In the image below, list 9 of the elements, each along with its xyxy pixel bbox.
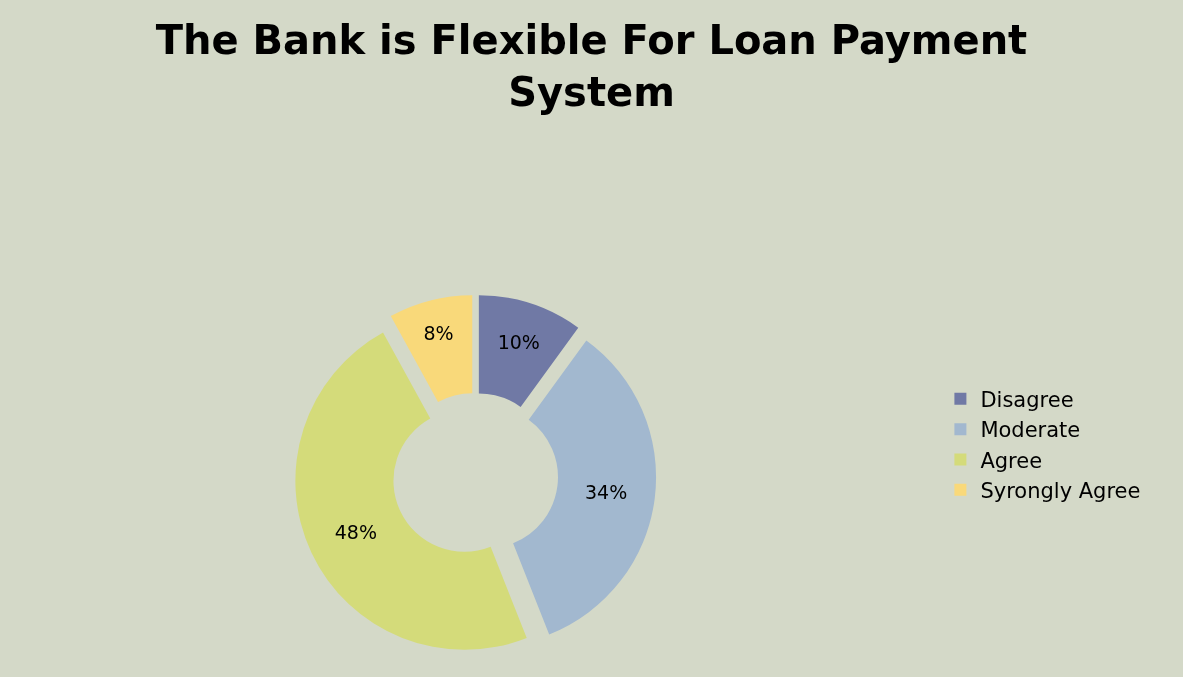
legend-label: Agree bbox=[980, 448, 1043, 473]
legend-label: Syrongly Agree bbox=[980, 478, 1141, 503]
chart-title: The Bank is Flexible For Loan Payment System bbox=[155, 17, 1028, 116]
data-label: 8% bbox=[423, 322, 454, 345]
data-label: 48% bbox=[334, 520, 377, 543]
legend-label: Disagree bbox=[980, 388, 1074, 413]
data-label: 10% bbox=[497, 330, 540, 353]
data-label: 34% bbox=[584, 481, 628, 504]
legend-label: Moderate bbox=[980, 418, 1081, 443]
